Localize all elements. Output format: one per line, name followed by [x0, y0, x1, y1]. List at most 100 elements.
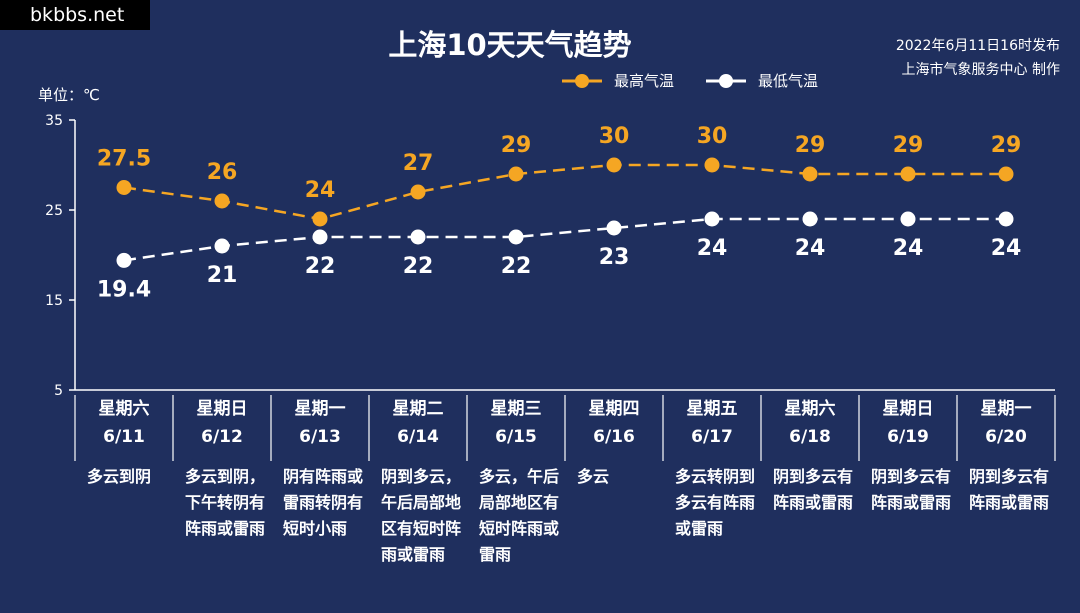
chart-title: 上海10天天气趋势: [388, 28, 632, 62]
day-weekday: 星期六: [784, 399, 836, 419]
legend-item-low: 最低气温: [704, 70, 818, 91]
day-header: 星期日 6/19: [859, 395, 957, 461]
day-date: 6/19: [887, 427, 929, 447]
low-temp-label: 19.4: [97, 277, 151, 302]
high-temp-point: [410, 184, 426, 200]
y-tick-label: 35: [45, 113, 63, 129]
day-weather: 阴到多云，午后局部地区有短时阵雨或雷雨: [381, 467, 462, 564]
low-temp-label: 24: [697, 236, 728, 261]
day-weather: 多云转阴到多云有阵雨或雷雨: [675, 467, 756, 538]
high-temp-line: [123, 163, 1006, 221]
low-temp-label: 23: [599, 245, 630, 270]
legend: 最高气温 最低气温: [560, 70, 848, 91]
day-header: 星期三 6/15: [467, 395, 565, 461]
high-temp-point: [704, 157, 720, 173]
day-header: 星期一 6/20: [957, 395, 1055, 461]
publish-source: 上海市气象服务中心 制作: [901, 62, 1060, 78]
day-date: 6/18: [789, 427, 831, 447]
day-weather: 多云到阴，下午转阴有阵雨或雷雨: [185, 467, 266, 538]
high-temp-point: [116, 180, 132, 195]
legend-item-high: 最高气温: [560, 70, 674, 91]
high-temp-label: 26: [207, 160, 238, 185]
low-temp-label: 24: [991, 236, 1022, 261]
day-weekday: 星期三: [490, 399, 542, 419]
low-temp-point: [214, 238, 230, 254]
day-weather: 阴有阵雨或雷雨转阴有短时小雨: [283, 467, 364, 538]
y-tick-label: 15: [45, 293, 63, 309]
publish-info: 2022年6月11日16时发布 上海市气象服务中心 制作: [896, 34, 1060, 82]
legend-low-label: 最低气温: [758, 72, 819, 90]
low-temp-point: [508, 229, 524, 245]
day-date: 6/13: [299, 427, 341, 447]
low-temp-point: [606, 220, 622, 236]
day-date: 6/15: [495, 427, 537, 447]
low-temp-label: 22: [305, 254, 336, 279]
high-temp-label: 27.5: [97, 147, 151, 172]
high-temp-label: 30: [697, 124, 728, 149]
low-temp-point: [116, 252, 132, 268]
day-header: 星期六 6/11: [75, 395, 173, 461]
day-weather: 多云，午后局部地区有短时阵雨或雷雨: [479, 467, 560, 564]
day-header: 星期五 6/17: [663, 395, 761, 461]
high-temp-label: 29: [991, 133, 1022, 158]
high-temp-point: [214, 193, 230, 209]
day-date: 6/20: [985, 427, 1027, 447]
day-date: 6/11: [103, 427, 145, 447]
day-date: 6/16: [593, 427, 635, 447]
day-date: 6/12: [201, 427, 243, 447]
watermark: bkbbs.net: [0, 0, 150, 30]
day-header: 星期四 6/16: [565, 395, 663, 461]
day-weather: 阴到多云有阵雨或雷雨: [969, 467, 1050, 512]
high-temp-point: [508, 166, 524, 182]
high-temp-point: [802, 166, 818, 182]
day-weather: 多云: [577, 467, 610, 486]
low-temp-label: 21: [207, 263, 238, 288]
high-temp-label: 30: [599, 124, 630, 149]
low-temp-label: 24: [795, 236, 826, 261]
day-date: 6/14: [397, 427, 439, 447]
day-date: 6/17: [691, 427, 733, 447]
y-tick-label: 5: [54, 383, 63, 399]
day-weekday: 星期一: [294, 399, 346, 419]
low-temp-point: [900, 211, 916, 227]
day-weekday: 星期日: [882, 399, 934, 419]
high-temp-point: [998, 166, 1014, 182]
day-header: 星期一 6/13: [271, 395, 369, 461]
day-weather: 阴到多云有阵雨或雷雨: [871, 467, 952, 512]
high-temp-label: 29: [893, 133, 924, 158]
day-weather: 阴到多云有阵雨或雷雨: [773, 467, 854, 512]
low-temp-point: [410, 229, 426, 245]
high-temp-label: 27: [403, 151, 434, 176]
legend-high-label: 最高气温: [614, 72, 675, 90]
low-temp-point: [704, 211, 720, 227]
low-temp-label: 24: [893, 236, 924, 261]
high-temp-point: [312, 211, 328, 227]
day-weekday: 星期五: [686, 399, 738, 419]
low-temp-line: [123, 217, 1006, 262]
low-temp-point: [312, 229, 328, 245]
legend-high-marker: [562, 73, 602, 88]
day-header: 星期六 6/18: [761, 395, 859, 461]
low-temp-point: [802, 211, 818, 227]
day-header: 星期日 6/12: [173, 395, 271, 461]
day-weekday: 星期日: [196, 399, 248, 419]
low-temp-label: 22: [403, 254, 434, 279]
publish-date: 2022年6月11日16时发布: [895, 38, 1060, 54]
legend-low-marker: [706, 73, 747, 88]
day-weather: 多云到阴: [87, 467, 152, 486]
day-weekday: 星期六: [98, 399, 150, 419]
unit-label: 单位：℃: [38, 86, 100, 104]
day-weekday: 星期一: [980, 399, 1032, 419]
low-temp-label: 22: [501, 254, 532, 279]
day-header: 星期二 6/14: [369, 395, 467, 461]
high-temp-label: 29: [795, 133, 826, 158]
y-tick-label: 25: [45, 203, 63, 219]
day-weekday: 星期二: [392, 399, 444, 419]
high-temp-label: 29: [501, 133, 532, 158]
day-weekday: 星期四: [588, 399, 640, 419]
low-temp-point: [998, 211, 1014, 227]
high-temp-label: 24: [305, 178, 336, 203]
high-temp-point: [606, 157, 622, 173]
high-temp-point: [900, 166, 916, 182]
